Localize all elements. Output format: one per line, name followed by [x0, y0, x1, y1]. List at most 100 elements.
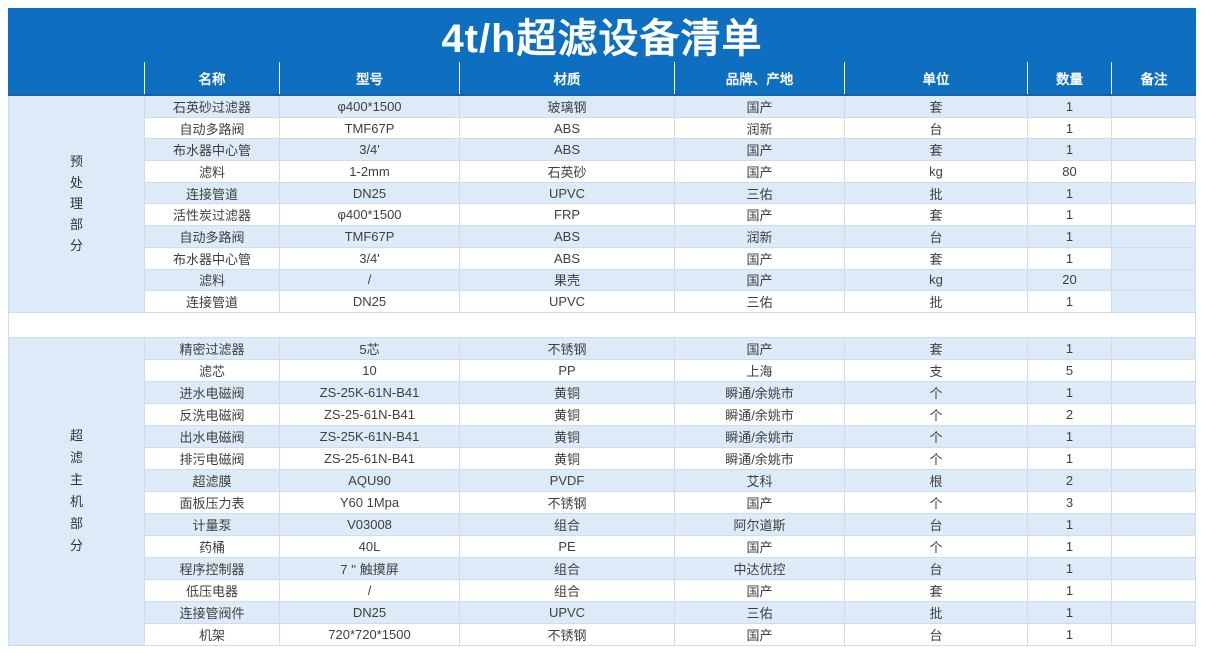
table-cell[interactable]: 个: [845, 491, 1028, 514]
table-cell[interactable]: 5芯: [280, 337, 460, 360]
table-cell[interactable]: 台: [845, 226, 1028, 248]
table-cell[interactable]: 瞬通/余姚市: [675, 403, 845, 426]
table-cell[interactable]: 2: [1028, 469, 1112, 492]
table-cell[interactable]: 批: [845, 291, 1028, 313]
table-cell[interactable]: 连接管道: [145, 182, 280, 205]
table-cell[interactable]: 计量泵: [145, 513, 280, 536]
table-cell[interactable]: 个: [845, 535, 1028, 558]
table-cell[interactable]: [1112, 204, 1196, 227]
table-cell[interactable]: 20: [1028, 269, 1112, 292]
table-cell[interactable]: UPVC: [460, 291, 675, 313]
table-cell[interactable]: 黄铜: [460, 447, 675, 470]
table-cell[interactable]: [1112, 557, 1196, 580]
table-cell[interactable]: [1112, 337, 1196, 360]
table-cell[interactable]: 国产: [675, 161, 845, 183]
table-cell[interactable]: 组合: [460, 513, 675, 536]
table-cell[interactable]: 自动多路阀: [145, 226, 280, 248]
table-cell[interactable]: 组合: [460, 579, 675, 602]
table-cell[interactable]: 套: [845, 579, 1028, 602]
table-cell[interactable]: 1: [1028, 117, 1112, 140]
table-cell[interactable]: 个: [845, 403, 1028, 426]
table-cell[interactable]: /: [280, 269, 460, 292]
table-cell[interactable]: ABS: [460, 117, 675, 140]
table-cell[interactable]: 80: [1028, 161, 1112, 183]
table-cell[interactable]: [1112, 601, 1196, 624]
table-cell[interactable]: 国产: [675, 139, 845, 162]
table-cell[interactable]: 1: [1028, 425, 1112, 448]
table-cell[interactable]: 国产: [675, 204, 845, 227]
table-cell[interactable]: 润新: [675, 117, 845, 140]
table-cell[interactable]: 10: [280, 359, 460, 382]
table-cell[interactable]: 1: [1028, 601, 1112, 624]
table-cell[interactable]: 果壳: [460, 269, 675, 292]
table-cell[interactable]: 套: [845, 337, 1028, 360]
table-cell[interactable]: 进水电磁阀: [145, 381, 280, 404]
table-cell[interactable]: [1112, 269, 1196, 292]
table-cell[interactable]: 黄铜: [460, 381, 675, 404]
table-cell[interactable]: 个: [845, 447, 1028, 470]
table-cell[interactable]: 反洗电磁阀: [145, 403, 280, 426]
table-cell[interactable]: 国产: [675, 579, 845, 602]
table-cell[interactable]: 玻璃钢: [460, 96, 675, 118]
table-cell[interactable]: 套: [845, 96, 1028, 118]
table-cell[interactable]: φ400*1500: [280, 96, 460, 118]
table-cell[interactable]: 不锈钢: [460, 623, 675, 646]
table-cell[interactable]: 连接管道: [145, 291, 280, 313]
table-cell[interactable]: 1: [1028, 381, 1112, 404]
table-cell[interactable]: 1: [1028, 513, 1112, 536]
table-cell[interactable]: [1112, 623, 1196, 646]
table-cell[interactable]: [1112, 469, 1196, 492]
table-cell[interactable]: AQU90: [280, 469, 460, 492]
table-cell[interactable]: 阿尔道斯: [675, 513, 845, 536]
column-header-6[interactable]: 数量: [1028, 62, 1112, 94]
table-cell[interactable]: 机架: [145, 623, 280, 646]
table-cell[interactable]: 不锈钢: [460, 491, 675, 514]
table-cell[interactable]: 滤料: [145, 161, 280, 183]
table-cell[interactable]: 1-2mm: [280, 161, 460, 183]
table-cell[interactable]: ZS-25-61N-B41: [280, 447, 460, 470]
table-cell[interactable]: UPVC: [460, 601, 675, 624]
table-cell[interactable]: 1: [1028, 247, 1112, 270]
table-cell[interactable]: [1112, 117, 1196, 140]
table-cell[interactable]: 3/4': [280, 139, 460, 162]
table-cell[interactable]: 720*720*1500: [280, 623, 460, 646]
column-header-5[interactable]: 单位: [845, 62, 1028, 94]
table-cell[interactable]: 国产: [675, 491, 845, 514]
table-cell[interactable]: 台: [845, 117, 1028, 140]
table-cell[interactable]: 套: [845, 204, 1028, 227]
table-cell[interactable]: 三佑: [675, 601, 845, 624]
table-cell[interactable]: 滤芯: [145, 359, 280, 382]
table-cell[interactable]: [1112, 182, 1196, 205]
table-cell[interactable]: TMF67P: [280, 117, 460, 140]
table-cell[interactable]: 1: [1028, 204, 1112, 227]
table-cell[interactable]: 1: [1028, 139, 1112, 162]
table-cell[interactable]: 台: [845, 557, 1028, 580]
table-cell[interactable]: 低压电器: [145, 579, 280, 602]
table-cell[interactable]: ZS-25K-61N-B41: [280, 425, 460, 448]
table-cell[interactable]: ZS-25-61N-B41: [280, 403, 460, 426]
table-cell[interactable]: kg: [845, 161, 1028, 183]
column-header-3[interactable]: 材质: [460, 62, 675, 94]
column-header-0[interactable]: [8, 62, 145, 94]
table-cell[interactable]: [1112, 513, 1196, 536]
table-cell[interactable]: 国产: [675, 247, 845, 270]
table-cell[interactable]: 艾科: [675, 469, 845, 492]
table-cell[interactable]: [1112, 403, 1196, 426]
table-cell[interactable]: [1112, 579, 1196, 602]
table-cell[interactable]: [1112, 139, 1196, 162]
table-cell[interactable]: DN25: [280, 182, 460, 205]
table-cell[interactable]: [1112, 381, 1196, 404]
table-cell[interactable]: PP: [460, 359, 675, 382]
table-cell[interactable]: 1: [1028, 535, 1112, 558]
table-cell[interactable]: 石英砂过滤器: [145, 96, 280, 118]
table-cell[interactable]: 超滤膜: [145, 469, 280, 492]
table-cell[interactable]: DN25: [280, 601, 460, 624]
table-cell[interactable]: 2: [1028, 403, 1112, 426]
table-cell[interactable]: 国产: [675, 623, 845, 646]
table-cell[interactable]: 滤料: [145, 269, 280, 292]
table-cell[interactable]: 布水器中心管: [145, 247, 280, 270]
table-cell[interactable]: 程序控制器: [145, 557, 280, 580]
column-header-4[interactable]: 品牌、产地: [675, 62, 845, 94]
table-cell[interactable]: [1112, 291, 1196, 313]
table-cell[interactable]: 1: [1028, 291, 1112, 313]
